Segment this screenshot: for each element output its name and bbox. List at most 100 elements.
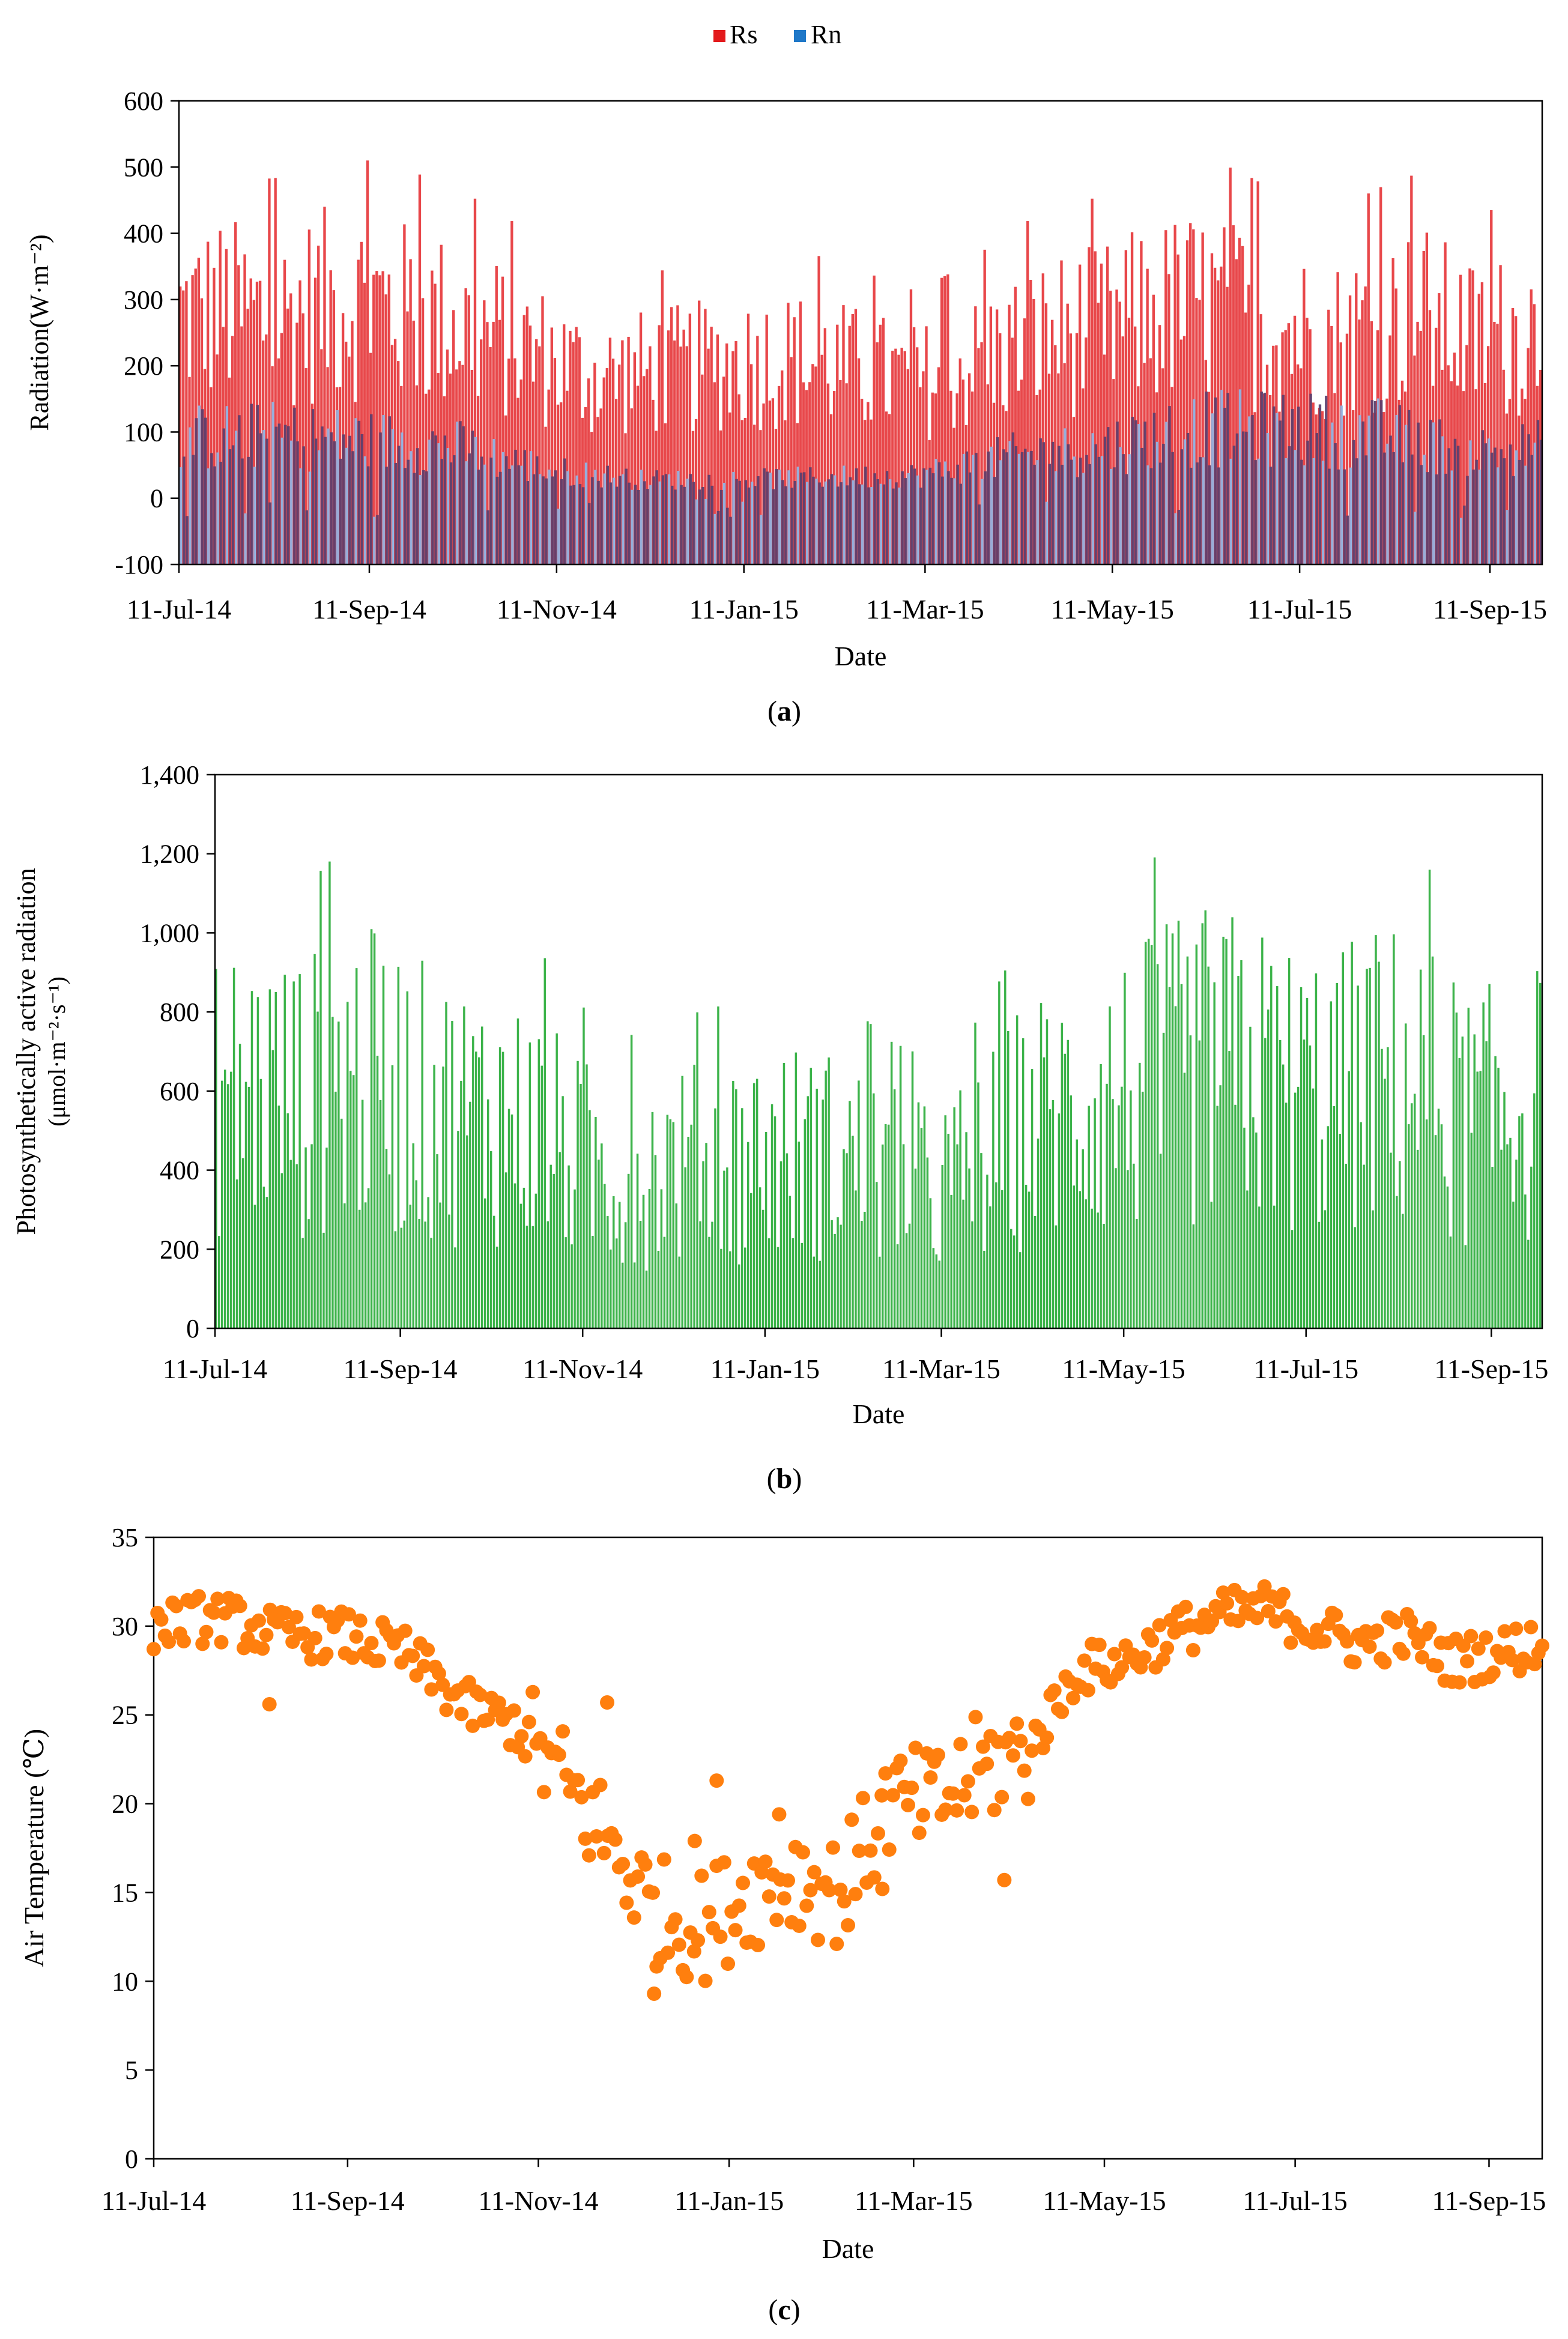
- data-point: [307, 1630, 322, 1645]
- bar-rn: [849, 477, 852, 564]
- x-tick-label: 11-Sep-15: [1433, 594, 1547, 625]
- bar-par: [779, 1161, 782, 1328]
- bar-par: [439, 1202, 441, 1328]
- bar-par: [1339, 1134, 1342, 1328]
- bar-rn: [1217, 467, 1220, 564]
- data-point: [1261, 1603, 1276, 1618]
- data-point: [686, 1944, 701, 1959]
- data-point: [465, 1718, 480, 1733]
- bar-rn: [1291, 409, 1294, 564]
- data-point: [619, 1895, 634, 1910]
- x-tick-label: 11-Nov-14: [497, 594, 617, 625]
- bar-par: [238, 1044, 241, 1328]
- bar-rn: [1306, 440, 1309, 564]
- data-point: [1257, 1579, 1272, 1594]
- data-point: [405, 1648, 420, 1663]
- panel-letter-c: c: [778, 2294, 790, 2326]
- bar-rs: [550, 327, 553, 564]
- data-point: [975, 1739, 990, 1754]
- bar-rn: [1432, 422, 1435, 564]
- bar-rn: [1067, 444, 1070, 564]
- bar-par: [714, 1108, 716, 1328]
- y-tick-label: 500: [124, 153, 163, 182]
- bar-par: [382, 966, 385, 1328]
- data-point: [668, 1912, 683, 1927]
- bar-rn: [1254, 460, 1257, 564]
- bar-rn: [1312, 458, 1315, 564]
- y-tick-label: -100: [115, 550, 163, 579]
- data-point: [514, 1729, 529, 1744]
- bar-par: [699, 1221, 701, 1328]
- bar-rs: [707, 348, 710, 564]
- bar-rs: [578, 337, 581, 564]
- bar-rn: [1002, 449, 1005, 564]
- bar-rn: [186, 516, 189, 564]
- bar-rn: [1309, 393, 1312, 564]
- bar-rs: [882, 318, 885, 564]
- bar-rn: [1401, 462, 1405, 564]
- bar-rs: [710, 327, 713, 564]
- bar-par: [607, 1216, 609, 1328]
- bar-par: [1467, 1008, 1470, 1328]
- bar-rs: [1008, 304, 1011, 564]
- data-point: [882, 1842, 897, 1857]
- bar-par: [1357, 985, 1359, 1328]
- bar-par: [589, 1110, 591, 1328]
- x-tick-label: 11-Sep-14: [312, 594, 426, 625]
- bar-rs: [673, 340, 676, 564]
- y-tick-label: 300: [124, 285, 163, 315]
- bar-rs: [688, 313, 692, 564]
- bar-par: [1446, 1186, 1449, 1328]
- bar-rn: [698, 489, 701, 564]
- bar-par: [310, 1144, 313, 1328]
- bar-par: [660, 1189, 663, 1328]
- bar-rs: [1327, 309, 1330, 564]
- bar-rs: [1511, 308, 1515, 564]
- data-point: [1276, 1587, 1291, 1602]
- bar-rs: [1078, 264, 1082, 564]
- bar-par: [415, 1180, 417, 1328]
- bar-rn: [1500, 449, 1503, 564]
- bar-rn: [428, 440, 431, 564]
- bar-par: [627, 1173, 630, 1328]
- bar-rs: [207, 241, 210, 565]
- bar-par: [328, 861, 331, 1328]
- bar-par: [1264, 1038, 1267, 1328]
- legend-label-rn: Rn: [811, 20, 841, 49]
- bar-par: [1491, 1167, 1494, 1328]
- bar-rn: [468, 453, 471, 564]
- bar-par: [454, 1247, 456, 1328]
- data-point: [191, 1589, 206, 1604]
- bar-rn: [1143, 422, 1146, 564]
- bar-par: [1536, 971, 1539, 1328]
- bar-par: [723, 1170, 725, 1328]
- bar-rs: [698, 300, 701, 564]
- bar-rn: [671, 485, 674, 564]
- bar-par: [1028, 1191, 1031, 1328]
- bar-par: [1297, 1086, 1300, 1328]
- data-point: [454, 1707, 469, 1722]
- bar-par: [421, 960, 423, 1328]
- bar-rn: [1146, 465, 1149, 564]
- bar-par: [352, 1075, 355, 1328]
- data-point: [616, 1857, 631, 1872]
- bar-rn: [1288, 446, 1291, 564]
- data-point: [833, 1883, 848, 1898]
- bar-par: [1064, 1053, 1067, 1328]
- bar-par: [397, 966, 400, 1328]
- bar-rn: [769, 473, 772, 564]
- bar-par: [1440, 1124, 1443, 1328]
- bar-par: [215, 969, 217, 1328]
- bar-par: [905, 1233, 908, 1328]
- bar-par: [316, 1011, 319, 1328]
- data-point: [679, 1970, 694, 1985]
- bar-rn: [784, 486, 787, 564]
- bar-rn: [1223, 408, 1226, 564]
- bar-rn: [1533, 443, 1537, 564]
- bar-par: [586, 1064, 588, 1328]
- bar-rn: [520, 465, 523, 564]
- bar-rs: [1499, 265, 1502, 564]
- y-tick-label: 0: [125, 2144, 138, 2174]
- data-point: [1160, 1641, 1175, 1656]
- bar-rn: [1048, 464, 1052, 564]
